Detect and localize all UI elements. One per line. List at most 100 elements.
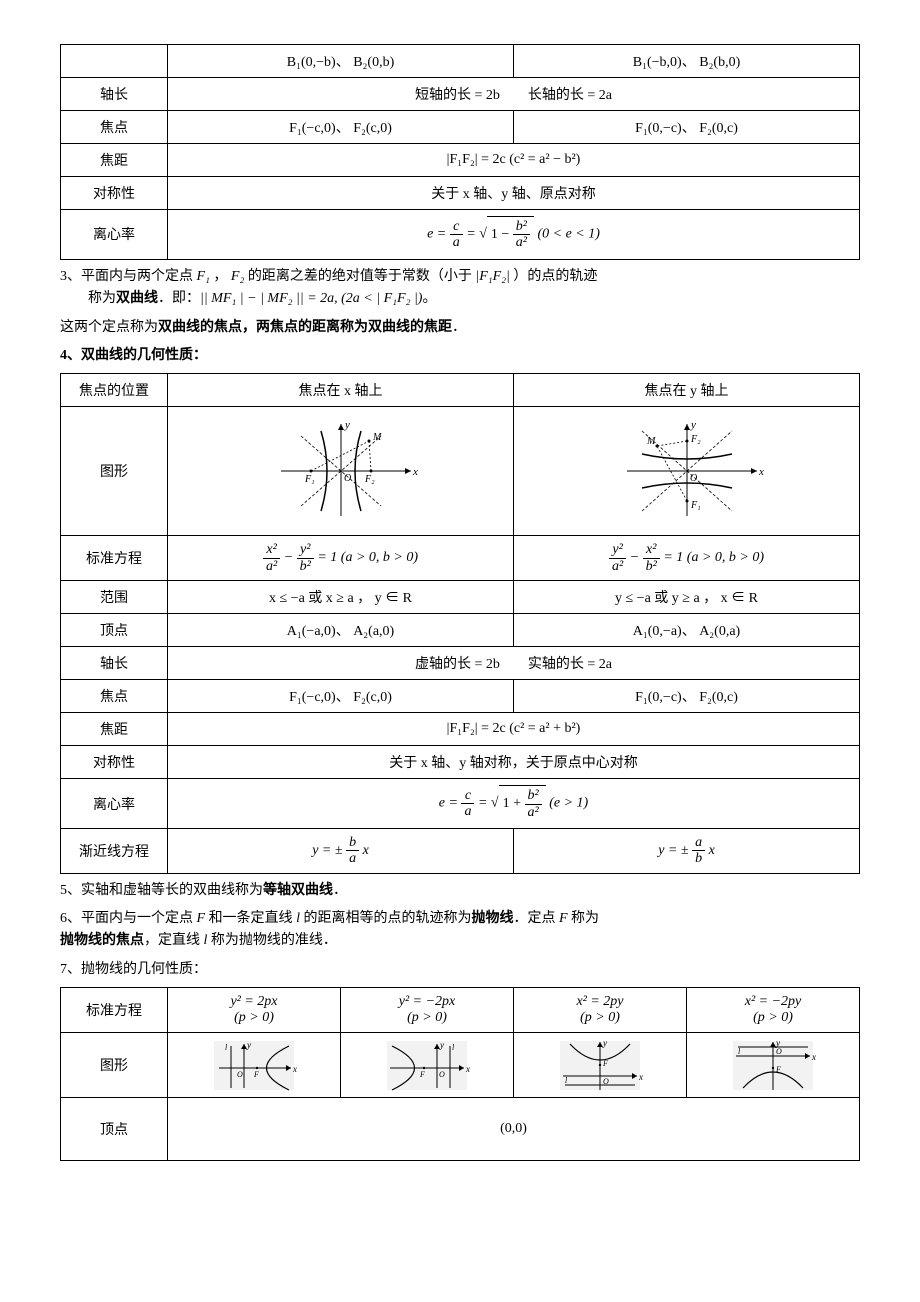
row-eccentricity: 离心率 (61, 210, 168, 260)
svg-text:x: x (412, 466, 418, 478)
cell-focal-distance: |F₁F₂| = 2c (c² = a² − b²) (168, 144, 860, 177)
p6h: F (559, 911, 568, 926)
eq-hyperbola-y: y²a² − x²b² = 1 (a > 0, b > 0) (514, 536, 860, 581)
h-x-axis: 焦点在 x 轴上 (168, 374, 514, 407)
p3-text-5: 称为 (60, 291, 116, 306)
p6k: ，定直线 (144, 933, 204, 948)
p6g: ．定点 (513, 911, 559, 926)
svg-text:F₁: F₁ (690, 500, 701, 511)
row-std-eq-p: 标准方程 (61, 988, 168, 1033)
h-focus-position: 焦点的位置 (61, 374, 168, 407)
svg-text:F: F (253, 1070, 259, 1079)
svg-text:O: O (344, 473, 351, 484)
svg-text:M: M (372, 432, 382, 443)
row-sym-h: 对称性 (61, 746, 168, 779)
para-4-heading: 4、双曲线的几何性质： (60, 345, 860, 367)
p-eq-4: x² = −2py(p > 0) (687, 988, 860, 1033)
axis-h: 虚轴的长 = 2b 实轴的长 = 2a (168, 647, 860, 680)
cell-b-vertices-x: B₁(0,−b)、 B₂(0,b) (168, 45, 514, 78)
row-std-eq: 标准方程 (61, 536, 168, 581)
ecc-h: e = ca = √1 + b²a² (e > 1) (168, 779, 860, 829)
row-focus-h: 焦点 (61, 680, 168, 713)
svg-text:F: F (419, 1070, 425, 1079)
svg-text:O: O (776, 1047, 782, 1056)
svg-text:O: O (439, 1070, 445, 1079)
p3-formula: || MF₁ | − | MF₂ || = 2a, (2a < | F₁F₂ |… (200, 291, 422, 306)
p6b: F (197, 911, 206, 926)
row-fd-h: 焦距 (61, 713, 168, 746)
p3-text-2: ， (210, 269, 231, 284)
svg-text:x: x (811, 1052, 816, 1062)
row-vertex: 顶点 (61, 614, 168, 647)
p3-text-4: ）的点的轨迹 (510, 269, 598, 284)
svg-text:y: y (439, 1040, 444, 1050)
para-3b: 这两个定点称为双曲线的焦点，两焦点的距离称为双曲线的焦距． (60, 317, 860, 339)
row-vertex-p: 顶点 (61, 1098, 168, 1161)
row-focal-distance: 焦距 (61, 144, 168, 177)
p6i: 称为 (568, 911, 600, 926)
svg-text:y: y (602, 1038, 607, 1048)
p3-focus-def: 双曲线的焦点，两焦点的距离称为双曲线的焦距 (158, 320, 452, 335)
p3-hyperbola: 双曲线 (116, 291, 158, 306)
cell-b-vertices-y: B₁(−b,0)、 B₂(b,0) (514, 45, 860, 78)
graph-hyperbola-y: x y O F₁ F₂ M (514, 407, 860, 536)
graph-parabola-2: x y O F l (341, 1033, 514, 1098)
range-x: x ≤ −a 或 x ≥ a ， y ∈ R (168, 581, 514, 614)
svg-text:F₁: F₁ (304, 474, 315, 485)
cell-symmetry: 关于 x 轴、y 轴、原点对称 (168, 177, 860, 210)
p6j: 抛物线的焦点 (60, 933, 144, 948)
svg-text:x: x (465, 1064, 470, 1074)
p6f: 抛物线 (471, 911, 513, 926)
row-axis-h: 轴长 (61, 647, 168, 680)
p6e: 的距离相等的点的轨迹称为 (300, 911, 472, 926)
p3-text-8: 这两个定点称为 (60, 320, 158, 335)
hyperbola-properties-table: 焦点的位置 焦点在 x 轴上 焦点在 y 轴上 图形 x y O F₁ F₂ (60, 373, 860, 873)
p3-text-7: 。 (422, 291, 436, 306)
p-eq-1: y² = 2px(p > 0) (168, 988, 341, 1033)
para-5: 5、实轴和虚轴等长的双曲线称为等轴双曲线． (60, 880, 860, 902)
cell-focus-x: F₁(−c,0)、 F₂(c,0) (168, 111, 514, 144)
row-graph: 图形 (61, 407, 168, 536)
focus-h-x: F₁(−c,0)、 F₂(c,0) (168, 680, 514, 713)
row-graph-p: 图形 (61, 1033, 168, 1098)
p3-f1f2: |F₁F₂| (475, 269, 510, 284)
p5a: 5、实轴和虚轴等长的双曲线称为 (60, 883, 263, 898)
svg-text:F: F (775, 1065, 781, 1074)
svg-text:y: y (690, 419, 696, 431)
para-3: 3、平面内与两个定点 F₁ ， F₂ 的距离之差的绝对值等于常数（小于 |F₁F… (60, 266, 860, 311)
row-ecc-h: 离心率 (61, 779, 168, 829)
p5b: 等轴双曲线 (263, 883, 333, 898)
p3-f1: F₁ (197, 269, 210, 284)
svg-text:x: x (758, 466, 764, 478)
ellipse-properties-table: B₁(0,−b)、 B₂(0,b) B₁(−b,0)、 B₂(b,0) 轴长 短… (60, 44, 860, 260)
cell-eccentricity: e = ca = √1 − b²a² (0 < e < 1) (168, 210, 860, 260)
graph-hyperbola-x: x y O F₁ F₂ M (168, 407, 514, 536)
p3-text-3: 的距离之差的绝对值等于常数（小于 (244, 269, 475, 284)
graph-parabola-4: x y O F l (687, 1033, 860, 1098)
asym-y: y = ± ab x (514, 828, 860, 873)
p5c: ． (333, 883, 347, 898)
row-range: 范围 (61, 581, 168, 614)
vertex-p: (0,0) (168, 1098, 860, 1161)
vertex-y: A₁(0,−a)、 A₂(0,a) (514, 614, 860, 647)
p-eq-2: y² = −2px(p > 0) (341, 988, 514, 1033)
graph-parabola-1: x y O F l (168, 1033, 341, 1098)
h-y-axis: 焦点在 y 轴上 (514, 374, 860, 407)
svg-text:O: O (603, 1077, 609, 1086)
para-6: 6、平面内与一个定点 F 和一条定直线 l 的距离相等的点的轨迹称为抛物线．定点… (60, 908, 860, 953)
p6c: 和一条定直线 (205, 911, 296, 926)
cell-axis-length: 短轴的长 = 2b 长轴的长 = 2a (168, 78, 860, 111)
p6a: 6、平面内与一个定点 (60, 911, 197, 926)
p-eq-3: x² = 2py(p > 0) (514, 988, 687, 1033)
svg-text:y: y (344, 419, 350, 431)
para-7-heading: 7、抛物线的几何性质： (60, 959, 860, 981)
graph-parabola-3: x y O F l (514, 1033, 687, 1098)
row-asymptote: 渐近线方程 (61, 828, 168, 873)
svg-text:F₂: F₂ (364, 474, 375, 485)
fd-h: |F₁F₂| = 2c (c² = a² + b²) (168, 713, 860, 746)
svg-text:x: x (638, 1072, 643, 1082)
p3-f2: F₂ (231, 269, 244, 284)
svg-text:x: x (292, 1064, 297, 1074)
svg-text:y: y (246, 1040, 251, 1050)
row-focus: 焦点 (61, 111, 168, 144)
